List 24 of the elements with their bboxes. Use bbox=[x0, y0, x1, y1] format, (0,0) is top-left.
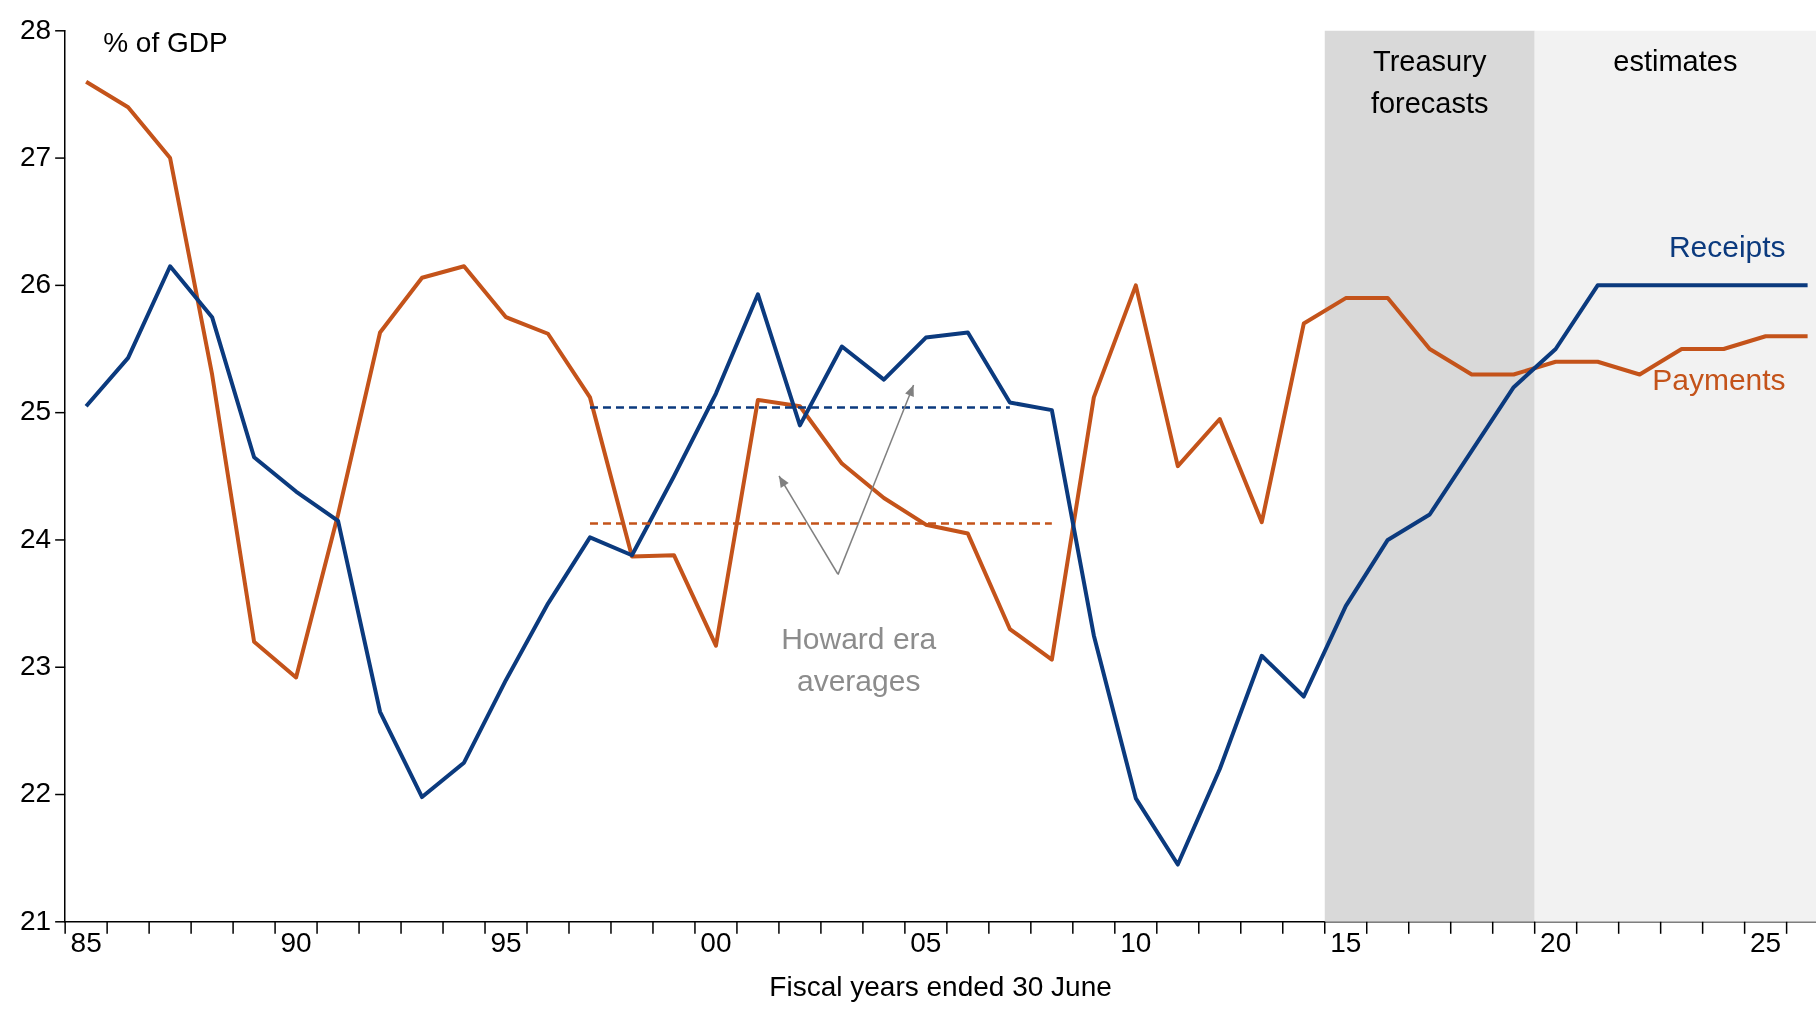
y-axis-title: % of GDP bbox=[103, 26, 228, 58]
y-tick-label: 21 bbox=[19, 904, 52, 936]
x-tick-label: 25 bbox=[1750, 927, 1782, 959]
y-tick-label: 25 bbox=[19, 395, 52, 427]
x-tick-label: 95 bbox=[490, 927, 522, 959]
y-tick-label: 26 bbox=[19, 268, 52, 300]
x-tick-label: 10 bbox=[1120, 927, 1152, 959]
x-tick-label: 85 bbox=[70, 927, 102, 959]
x-tick-label: 20 bbox=[1540, 927, 1572, 959]
x-tick-label: 15 bbox=[1330, 927, 1362, 959]
y-tick-label: 22 bbox=[19, 777, 52, 809]
y-tick-label: 24 bbox=[19, 522, 52, 554]
band-label: estimates bbox=[1613, 45, 1738, 78]
x-axis-title: Fiscal years ended 30 June bbox=[769, 970, 1112, 1002]
x-tick-label: 05 bbox=[910, 927, 942, 959]
x-tick-label: 90 bbox=[280, 927, 312, 959]
band-label: Treasury forecasts bbox=[1370, 45, 1489, 120]
y-tick-label: 27 bbox=[19, 140, 52, 172]
x-tick-label: 00 bbox=[700, 927, 732, 959]
y-tick-label: 23 bbox=[19, 649, 52, 681]
annotation: Howard era averages bbox=[781, 622, 937, 698]
series-label: Receipts bbox=[1668, 229, 1786, 263]
series-label: Payments bbox=[1652, 362, 1786, 396]
y-tick-label: 28 bbox=[19, 13, 52, 45]
